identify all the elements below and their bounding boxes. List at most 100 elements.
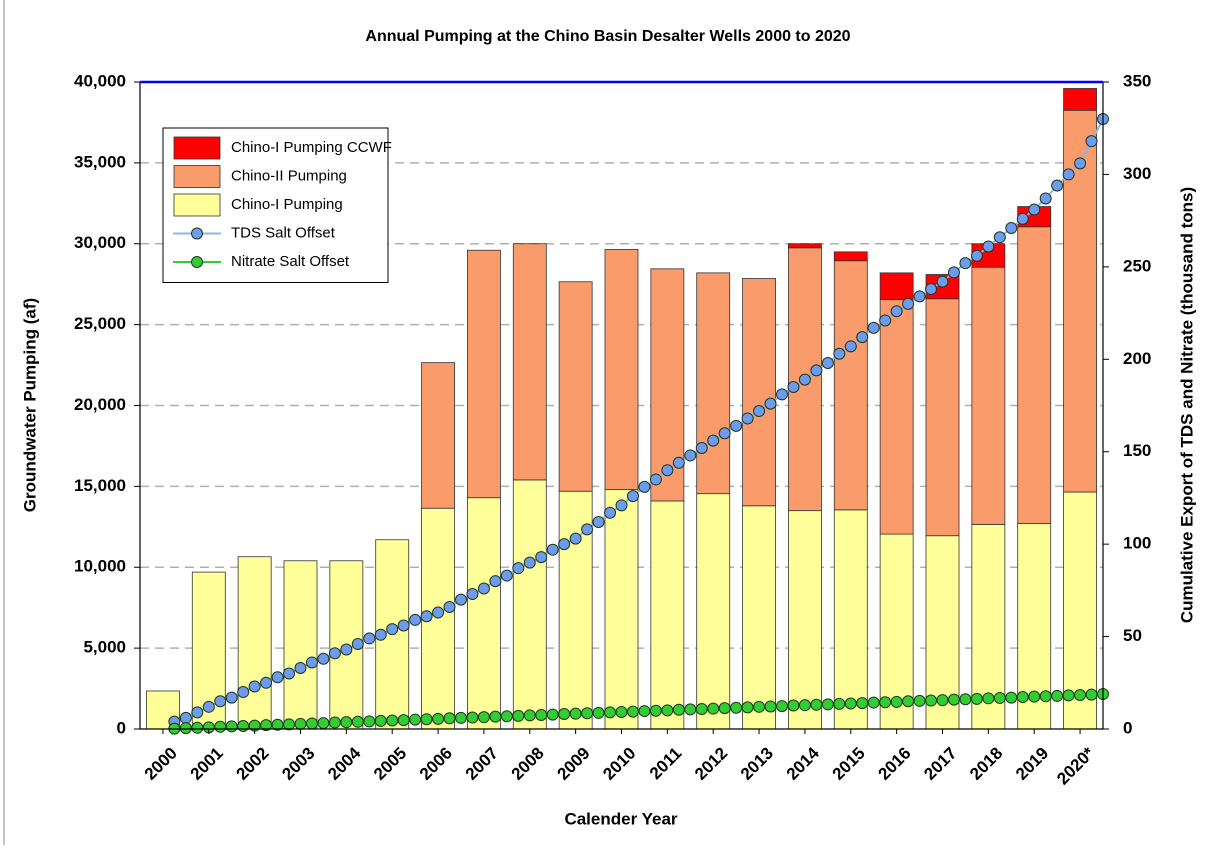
bar-segment	[512, 243, 547, 481]
series-point	[776, 700, 788, 713]
series-point	[260, 676, 273, 689]
bar-segment	[833, 251, 868, 262]
series-point	[913, 290, 926, 303]
bar-segment	[604, 489, 639, 730]
series-point	[615, 705, 628, 718]
y2-tick-label: 250	[1123, 256, 1151, 275]
series-point	[615, 499, 628, 512]
series-point	[409, 713, 422, 726]
bar-segment	[512, 479, 547, 730]
y2-tick-label: 200	[1123, 349, 1151, 368]
series-point	[1016, 691, 1029, 704]
bar-segment	[742, 278, 776, 507]
series-point	[993, 691, 1006, 704]
legend-label: Chino-I Pumping CCWF	[231, 139, 392, 156]
legend-label: TDS Salt Offset	[231, 224, 336, 241]
series-point	[753, 405, 766, 418]
x-axis-title: Calender Year	[564, 809, 677, 828]
bar-segment	[788, 247, 822, 512]
y2-tick-label: 50	[1123, 626, 1142, 645]
series-point	[672, 456, 685, 469]
series-point	[833, 697, 846, 710]
series-point	[512, 562, 525, 575]
series-point	[443, 712, 456, 725]
series-point	[283, 667, 296, 680]
y2-tick-label: 350	[1123, 71, 1151, 90]
y-tick-label: 20,000	[74, 395, 126, 414]
legend-label: Chino-II Pumping	[231, 167, 347, 184]
series-point	[294, 661, 307, 674]
bar-segment	[650, 500, 685, 730]
series-point	[684, 449, 697, 462]
series-line	[174, 118, 1104, 723]
y-tick-label: 40,000	[74, 71, 126, 90]
series-point	[1005, 691, 1018, 704]
series-point	[466, 711, 479, 724]
series-point	[1028, 690, 1041, 703]
series-point	[787, 699, 800, 712]
series-point	[626, 705, 639, 718]
series-point	[374, 628, 387, 641]
series-point	[546, 543, 559, 556]
series-point	[179, 722, 192, 735]
series-point	[959, 693, 972, 706]
series-point	[202, 700, 215, 713]
series-point	[879, 696, 892, 709]
series-point	[1028, 203, 1041, 216]
legend-label: Nitrate Salt Offset	[231, 253, 350, 270]
series-point	[1039, 690, 1052, 703]
series-point	[695, 703, 708, 716]
series-point	[1039, 192, 1052, 205]
y-tick-label: 5,000	[83, 638, 126, 657]
series-point	[592, 706, 605, 719]
series-point	[764, 397, 777, 410]
series-point	[523, 556, 536, 569]
series-point	[569, 532, 582, 545]
series-point	[890, 305, 903, 318]
series-point	[443, 600, 456, 613]
y-tick-label: 35,000	[74, 152, 126, 171]
series-point	[386, 623, 399, 636]
series-point	[225, 691, 238, 704]
series-point	[432, 606, 445, 619]
series-point	[179, 711, 192, 724]
series-point	[833, 347, 846, 360]
series-point	[317, 717, 330, 730]
series-point	[707, 434, 720, 447]
series-point	[982, 240, 995, 253]
bars	[146, 88, 1097, 730]
series-point	[305, 717, 318, 730]
series-point	[947, 693, 960, 706]
series-point	[535, 551, 548, 564]
series-point	[1074, 157, 1087, 170]
series-point	[305, 656, 318, 669]
bar-segment	[1017, 226, 1052, 524]
bar-segment	[696, 493, 731, 730]
series-point	[856, 697, 869, 710]
legend-label: Chino-I Pumping	[231, 196, 343, 213]
y-tick-label: 30,000	[74, 233, 126, 252]
series-point	[420, 610, 433, 623]
legend-swatch	[173, 136, 221, 160]
series-point	[1051, 689, 1064, 702]
series-point	[489, 710, 502, 723]
series-point	[374, 714, 387, 727]
series-point	[558, 538, 571, 551]
series-point	[328, 647, 341, 660]
series-point	[317, 652, 330, 665]
series-point	[225, 720, 238, 733]
bar-segment	[237, 556, 272, 730]
bar-segment	[283, 560, 318, 730]
series-point	[672, 703, 685, 716]
chart-title: Annual Pumping at the Chino Basin Desalt…	[365, 28, 850, 45]
series-point	[810, 698, 823, 711]
bar-segment	[1063, 88, 1097, 111]
series-point	[925, 283, 938, 296]
series-point	[764, 700, 777, 713]
series-point	[1085, 135, 1098, 148]
series-point	[558, 708, 571, 721]
series-point	[283, 718, 296, 731]
series-point	[604, 706, 617, 719]
series-point	[535, 708, 548, 721]
series-point	[271, 671, 284, 684]
